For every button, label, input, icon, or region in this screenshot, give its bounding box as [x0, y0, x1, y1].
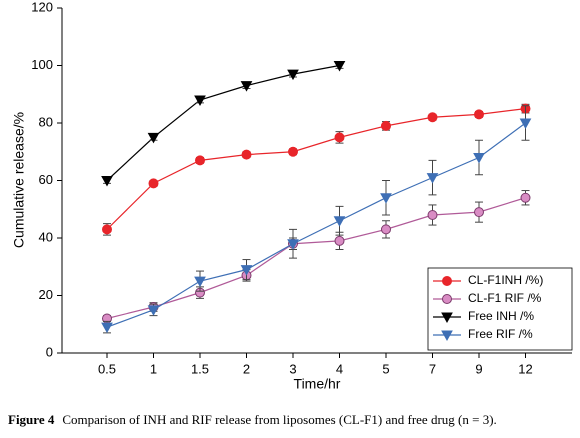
data-point [287, 239, 299, 250]
caption-text: Comparison of INH and RIF release from l… [62, 412, 496, 427]
x-tick-label: 12 [518, 361, 532, 376]
data-point [380, 193, 392, 204]
data-point [334, 132, 345, 143]
data-point [427, 112, 438, 123]
data-point [519, 118, 532, 130]
data-point [427, 210, 438, 220]
series-line [106, 64, 340, 181]
data-point [473, 153, 485, 164]
legend-label: Free RIF /% [468, 327, 533, 341]
y-tick-label: 120 [31, 0, 53, 14]
x-axis-label: Time/hr [294, 376, 341, 392]
legend-label: CL-F1 RIF /% [468, 291, 542, 305]
data-point [194, 95, 206, 107]
y-tick-label: 80 [39, 114, 53, 129]
data-point [240, 265, 253, 276]
y-tick-label: 40 [39, 229, 53, 244]
series-line [106, 122, 526, 328]
data-point [381, 224, 391, 235]
data-point [287, 69, 299, 81]
y-tick-label: 100 [31, 57, 53, 72]
legend-label: CL-F1INH /%) [468, 273, 543, 287]
x-tick-label: 9 [475, 361, 482, 376]
series-line [106, 197, 526, 320]
data-point [240, 81, 253, 92]
x-tick-label: 3 [289, 361, 296, 376]
data-point [102, 224, 112, 235]
data-point [194, 276, 206, 288]
y-tick-label: 0 [46, 344, 53, 359]
x-tick-label: 5 [382, 361, 389, 376]
y-tick-label: 20 [39, 287, 53, 302]
x-tick-label: 4 [336, 361, 343, 376]
legend-marker [441, 312, 453, 324]
data-point [474, 109, 484, 120]
data-point [288, 146, 298, 157]
legend-marker [441, 330, 453, 342]
data-point [147, 132, 160, 144]
legend-label: Free INH /% [468, 309, 534, 323]
x-tick-label: 2 [243, 361, 250, 376]
y-axis-label: Cumulative release/% [11, 112, 27, 248]
data-point [101, 322, 113, 334]
data-point [474, 207, 484, 218]
data-point [148, 178, 159, 189]
legend-marker [442, 294, 452, 304]
data-point [426, 173, 439, 184]
data-point [147, 305, 160, 316]
caption: Figure 4 Comparison of INH and RIF releas… [8, 412, 497, 427]
data-point [241, 149, 252, 160]
data-point [334, 235, 345, 246]
data-point [333, 216, 346, 227]
data-point [333, 61, 346, 72]
x-tick-label: 1 [150, 361, 157, 376]
legend-box [427, 267, 573, 351]
data-point [381, 120, 391, 131]
data-point [520, 192, 531, 203]
caption-label: Figure 4 [8, 412, 55, 427]
series-line [106, 108, 526, 230]
x-tick-label: 7 [429, 361, 436, 376]
data-point [195, 155, 205, 166]
x-tick-label: 1.5 [191, 361, 209, 376]
x-tick-label: 0.5 [98, 361, 116, 376]
legend-marker [442, 276, 452, 286]
data-point [101, 176, 113, 187]
y-tick-label: 60 [39, 172, 53, 187]
